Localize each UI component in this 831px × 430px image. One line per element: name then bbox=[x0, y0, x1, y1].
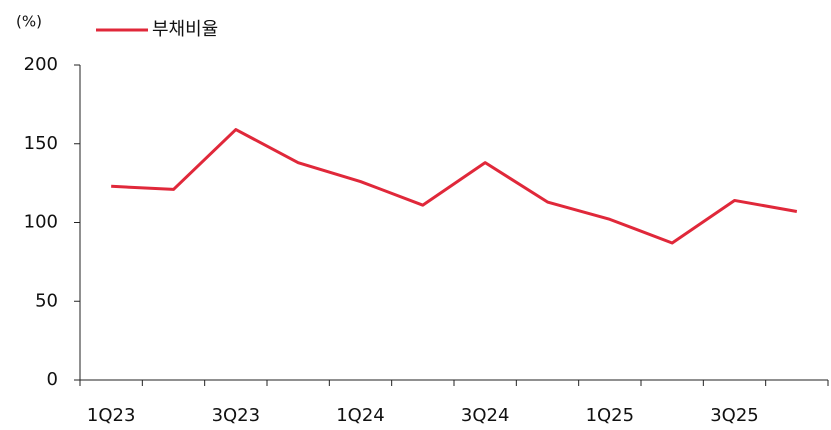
series-line bbox=[111, 128, 798, 245]
y-tick-label: 0 bbox=[47, 369, 58, 390]
x-tick-label: 3Q25 bbox=[710, 405, 759, 426]
x-tick-label: 1Q25 bbox=[586, 405, 635, 426]
x-tick-label: 3Q24 bbox=[461, 405, 510, 426]
y-tick-label: 50 bbox=[35, 290, 58, 311]
x-tick-label: 3Q23 bbox=[212, 405, 261, 426]
y-unit-label: (%) bbox=[16, 13, 42, 31]
x-tick-label: 1Q24 bbox=[336, 405, 385, 426]
legend-label: 부채비율 bbox=[152, 19, 218, 40]
y-tick-label: 100 bbox=[24, 212, 58, 233]
x-tick-label: 1Q23 bbox=[87, 405, 136, 426]
y-tick-label: 200 bbox=[24, 54, 58, 75]
y-tick-label: 150 bbox=[24, 133, 58, 154]
